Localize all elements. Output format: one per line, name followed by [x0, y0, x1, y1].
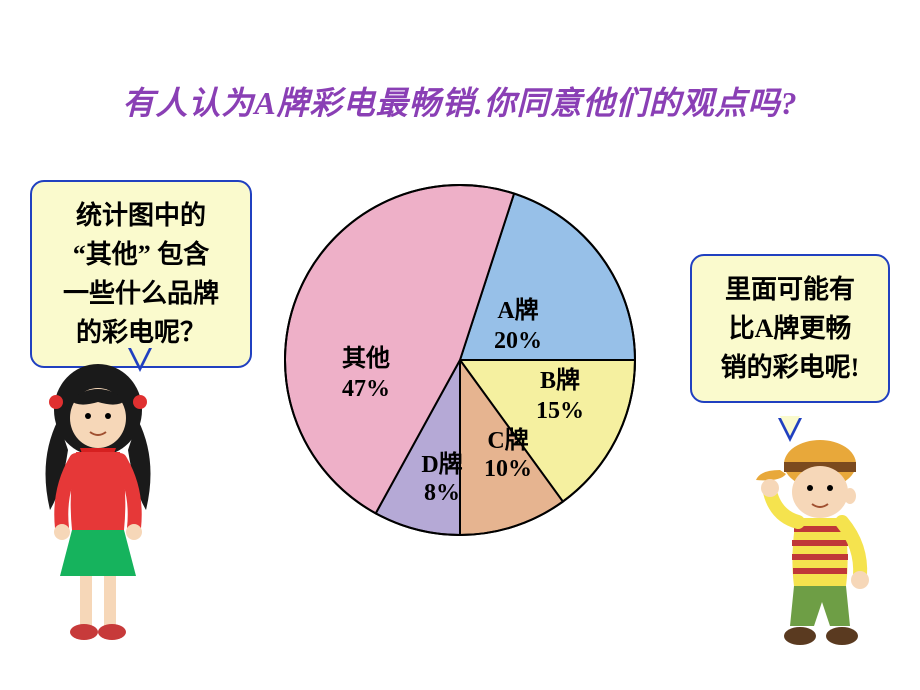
pie-pct-C: 10% [484, 456, 532, 482]
girl-character [28, 360, 168, 650]
pie-pct-other: 47% [342, 376, 390, 402]
right-bubble-line3: 销的彩电呢! [708, 348, 872, 387]
right-bubble-line2: 比A牌更畅 [708, 309, 872, 348]
title-text: 有人认为A牌彩电最畅销.你同意他们的观点吗? [122, 85, 797, 121]
pie-label-B: B牌 [540, 366, 580, 394]
page-title: 有人认为A牌彩电最畅销.你同意他们的观点吗? [0, 0, 920, 124]
right-speech-bubble: 里面可能有 比A牌更畅 销的彩电呢! [690, 254, 890, 403]
pie-label-D: D牌 [421, 450, 462, 478]
boy-character [742, 426, 892, 660]
right-bubble-line1: 里面可能有 [708, 270, 872, 309]
pie-chart: A牌 20% B牌 15% C牌10% D牌8% 其他 47% [270, 170, 650, 550]
pie-label-other: 其他 [342, 345, 390, 372]
pie-pct-D: 8% [424, 480, 460, 506]
pie-label-A: A牌 [497, 296, 538, 324]
pie-label-C: C牌 [487, 426, 528, 454]
left-speech-bubble: 统计图中的 “其他” 包含 一些什么品牌 的彩电呢？ [30, 180, 252, 368]
left-bubble-line3: 一些什么品牌 [48, 274, 234, 313]
pie-pct-B: 15% [536, 398, 584, 424]
left-bubble-line1: 统计图中的 [48, 196, 234, 235]
pie-pct-A: 20% [494, 328, 542, 354]
left-bubble-line2: “其他” 包含 [48, 235, 234, 274]
